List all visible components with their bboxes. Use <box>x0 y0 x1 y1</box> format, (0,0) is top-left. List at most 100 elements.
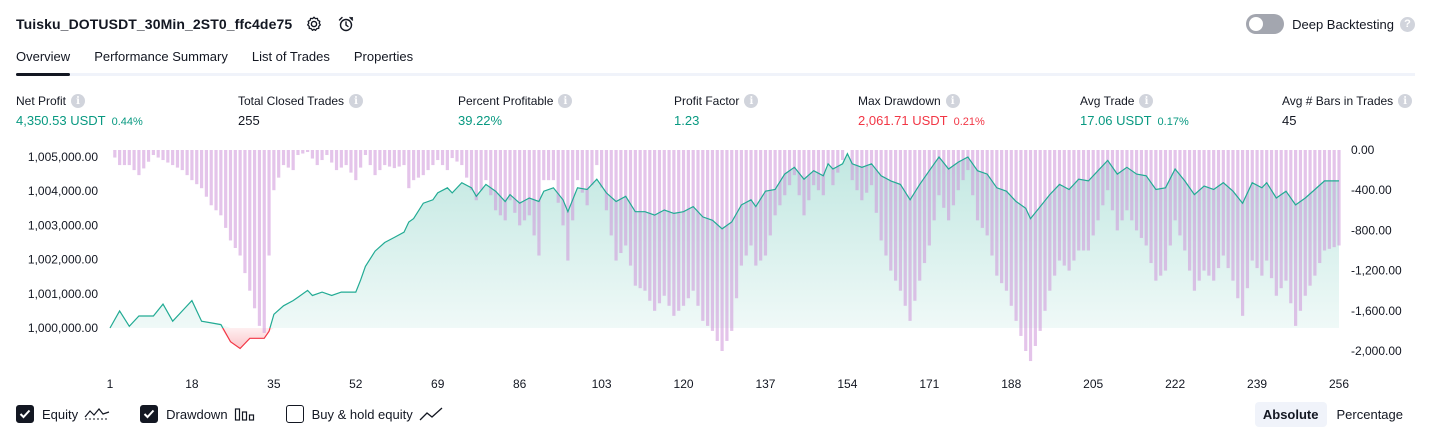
drawdown-bar <box>1269 150 1274 279</box>
info-icon[interactable]: i <box>558 94 573 108</box>
drawdown-bar <box>715 150 719 341</box>
drawdown-bar <box>383 150 387 166</box>
drawdown-bar <box>985 150 989 236</box>
drawdown-bar <box>908 150 912 321</box>
gear-icon[interactable] <box>304 14 324 34</box>
equity-drawdown-chart[interactable]: 1,000,000.00 1,001,000.00 1,002,000.00 1,00… <box>0 140 1431 396</box>
deep-backtesting-control: Deep Backtesting ? <box>1246 13 1415 35</box>
drawdown-bar <box>1149 150 1153 264</box>
drawdown-bar <box>932 150 936 221</box>
drawdown-bar <box>363 150 368 156</box>
drawdown-bar <box>961 150 965 181</box>
drawdown-bar <box>209 150 213 206</box>
alarm-clock-icon[interactable] <box>336 14 356 34</box>
drawdown-bar <box>787 150 792 186</box>
mode-absolute[interactable]: Absolute <box>1254 402 1327 427</box>
drawdown-bar <box>884 150 888 256</box>
info-icon[interactable]: i <box>349 94 364 108</box>
drawdown-bar <box>127 150 131 166</box>
drawdown-bar <box>855 150 859 191</box>
drawdown-bar <box>291 150 295 171</box>
drawdown-bar <box>653 150 657 311</box>
drawdown-bar <box>778 150 782 206</box>
drawdown-bar <box>190 150 194 181</box>
y-left-tick-label: 1,005,000.00 <box>28 150 98 164</box>
drawdown-bar <box>436 150 440 161</box>
drawdown-bar <box>990 150 994 256</box>
drawdown-bar <box>590 150 594 186</box>
y-left-tick-label: 1,003,000.00 <box>28 218 98 232</box>
drawdown-bar <box>1274 150 1278 296</box>
drawdown-bar <box>826 150 830 166</box>
y-left-tick-label: 1,004,000.00 <box>28 184 98 198</box>
drawdown-bar <box>628 150 633 266</box>
drawdown-bar <box>1081 150 1086 251</box>
drawdown-bar <box>1212 150 1216 281</box>
info-icon[interactable]: i <box>71 94 86 108</box>
metric-avg-trade: Avg Trade i 17.06 USDT 0.17% <box>1080 93 1189 128</box>
drawdown-bar <box>301 150 305 154</box>
drawdown-checkbox[interactable] <box>140 405 159 423</box>
legend-buy-hold-equity[interactable]: Buy & hold equity <box>285 405 443 423</box>
drawdown-bar <box>1139 150 1143 238</box>
drawdown-bar <box>407 150 411 189</box>
drawdown-bar <box>195 150 199 185</box>
drawdown-bar <box>1294 150 1298 326</box>
drawdown-bar <box>696 150 700 306</box>
drawdown-bar <box>330 150 334 163</box>
metric-max-drawdown: Max Drawdown i 2,061.71 USDT 0.21% <box>858 93 985 128</box>
drawdown-bar <box>556 150 560 203</box>
deep-backtesting-toggle[interactable] <box>1246 14 1285 34</box>
drawdown-bar <box>980 150 984 228</box>
drawdown-bar <box>1106 150 1110 191</box>
drawdown-bar <box>802 150 806 216</box>
info-icon[interactable]: i <box>1139 94 1154 108</box>
tab-list-of-trades[interactable]: List of Trades <box>251 49 330 64</box>
drawdown-bar <box>1144 150 1148 246</box>
drawdown-bar <box>142 150 146 169</box>
drawdown-bar <box>571 150 575 221</box>
drawdown-bar <box>132 150 136 171</box>
drawdown-bar <box>118 150 122 166</box>
equity-line-icon <box>84 406 110 422</box>
legend-equity[interactable]: Equity <box>16 405 110 423</box>
x-tick-label: 18 <box>185 377 199 391</box>
metric-percent: 0.21% <box>953 116 985 128</box>
equity-checkbox[interactable] <box>16 405 34 423</box>
drawdown-bar <box>113 150 117 158</box>
tab-properties[interactable]: Properties <box>353 49 414 64</box>
strategy-title: Tuisku_DOTUSDT_30Min_2ST0_ffc4de75 <box>16 16 293 32</box>
info-icon[interactable]: i <box>1398 94 1413 108</box>
metric-value: 4,350.53 USDT <box>16 113 106 128</box>
metric-net-profit: Net Profit i 4,350.53 USDT 0.44% <box>16 93 143 128</box>
y-right-tick-label: -1,600.00 <box>1351 304 1402 318</box>
tab-overview[interactable]: Overview <box>16 44 71 76</box>
drawdown-bar <box>734 150 739 299</box>
drawdown-bar <box>493 150 498 211</box>
info-icon[interactable]: i <box>945 94 960 108</box>
drawdown-bar <box>518 150 522 226</box>
equity-line <box>109 152 1339 328</box>
y-right-tick-label: -400.00 <box>1351 183 1392 197</box>
drawdown-bar <box>710 150 715 331</box>
drawdown-bar <box>151 150 155 156</box>
drawdown-bar <box>1308 150 1312 286</box>
tab-performance-summary[interactable]: Performance Summary <box>94 49 228 64</box>
mode-percentage[interactable]: Percentage <box>1336 407 1404 422</box>
help-icon[interactable]: ? <box>1400 16 1415 32</box>
drawdown-bar <box>1057 150 1062 261</box>
drawdown-bar <box>840 150 845 161</box>
drawdown-bar <box>686 150 690 299</box>
x-tick-label: 188 <box>1001 377 1021 391</box>
drawdown-bar <box>1303 150 1307 296</box>
drawdown-bar <box>1000 150 1004 284</box>
drawdown-bar <box>325 150 329 156</box>
drawdown-bar <box>975 150 980 221</box>
drawdown-bar <box>1289 150 1293 304</box>
drawdown-bar <box>1279 150 1283 289</box>
legend-drawdown[interactable]: Drawdown <box>140 405 255 423</box>
x-tick-label: 120 <box>674 377 694 391</box>
info-icon[interactable]: i <box>744 94 759 108</box>
buy-hold-checkbox[interactable] <box>285 405 304 423</box>
drawdown-bar <box>662 150 666 296</box>
